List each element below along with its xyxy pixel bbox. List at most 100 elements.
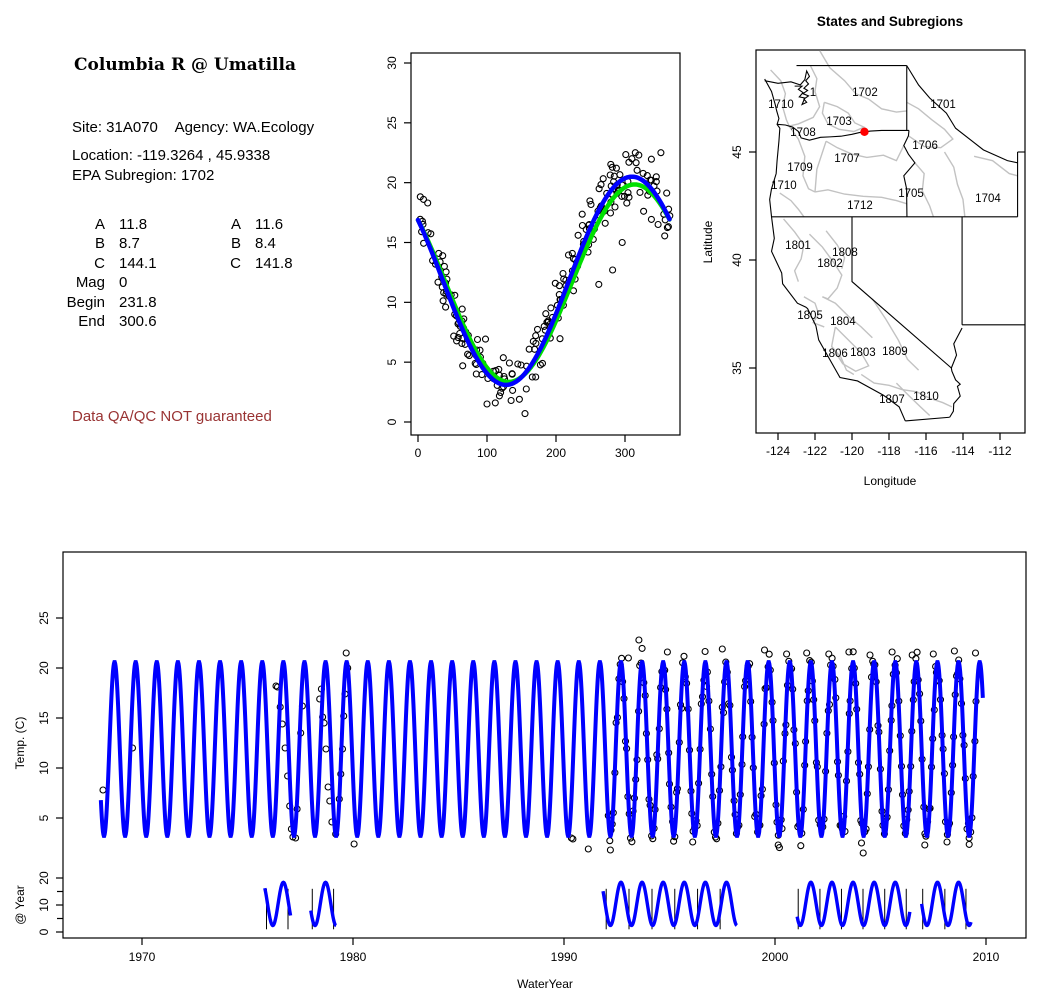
state-boundary xyxy=(949,367,962,418)
row-value2: 11.6 xyxy=(255,216,284,233)
svg-text:0: 0 xyxy=(415,446,422,460)
svg-text:1803: 1803 xyxy=(850,347,876,359)
row-value2 xyxy=(255,274,345,293)
fit_green-curve xyxy=(415,182,672,385)
svg-text:1804: 1804 xyxy=(830,316,856,328)
svg-text:15: 15 xyxy=(385,236,399,250)
subregion-boundary xyxy=(825,140,905,162)
svg-text:1802: 1802 xyxy=(817,258,843,270)
seasonal-scatter xyxy=(416,149,674,418)
svg-text:1809: 1809 xyxy=(882,346,908,358)
map-frame xyxy=(755,49,1026,434)
row-label: C xyxy=(94,254,105,272)
svg-text:40: 40 xyxy=(730,253,744,267)
row-label: Mag xyxy=(75,274,105,292)
svg-text:1970: 1970 xyxy=(129,950,156,964)
svg-text:25: 25 xyxy=(37,611,51,625)
table-row: End 300.6 xyxy=(40,313,345,332)
timeseries-xlabel: WaterYear xyxy=(517,977,573,991)
svg-text:1710: 1710 xyxy=(768,99,794,111)
site-location-dot xyxy=(860,127,869,137)
svg-text:1805: 1805 xyxy=(797,310,823,322)
state-boundary xyxy=(903,130,916,217)
map-ylabel: Latitude xyxy=(701,220,715,263)
svg-text:1980: 1980 xyxy=(340,950,367,964)
state-boundary xyxy=(950,327,963,369)
row-label: B xyxy=(94,235,105,253)
subregion-boundary xyxy=(788,65,821,127)
svg-text:1702: 1702 xyxy=(852,87,878,99)
svg-text:35: 35 xyxy=(730,361,744,375)
svg-text:1705: 1705 xyxy=(898,188,924,200)
svg-text:-118: -118 xyxy=(877,444,900,458)
svg-text:1707: 1707 xyxy=(834,153,860,165)
svg-text:0: 0 xyxy=(385,418,399,425)
timeseries-ylabel-main: Temp. (C) xyxy=(13,717,27,770)
subregion-boundary xyxy=(822,296,873,339)
table-row: Mag 0 xyxy=(40,274,345,293)
subregion-boundary xyxy=(973,155,1018,177)
seasonal-axes: 0 100 200 300 0 5 10 15 20 25 30 xyxy=(385,56,635,460)
row-value2: 8.4 xyxy=(255,235,276,253)
svg-text:1808: 1808 xyxy=(832,247,858,259)
seasonal-fit-plot: 0 100 200 300 0 5 10 15 20 25 30 xyxy=(385,52,681,460)
svg-text:-116: -116 xyxy=(914,444,937,458)
map-title: States and Subregions xyxy=(817,14,963,29)
svg-text:1801: 1801 xyxy=(785,240,811,252)
wateryear-timeseries-plot: 1970 1980 1990 2000 2010 5 10 15 20 25 0 10 20 WaterY… xyxy=(13,551,1027,991)
fit_blue-curve xyxy=(415,174,672,388)
timeseries-ylabel-sub: @ Year xyxy=(13,885,27,925)
row-value: 231.8 xyxy=(119,293,157,311)
svg-text:100: 100 xyxy=(477,446,497,460)
svg-text:1706: 1706 xyxy=(912,140,938,152)
page-title: Columbia R @ Umatilla xyxy=(74,55,296,75)
svg-text:-114: -114 xyxy=(951,444,974,458)
svg-text:1709: 1709 xyxy=(787,162,813,174)
state-boundary xyxy=(905,416,950,422)
state-boundary xyxy=(777,123,909,141)
row-label: End xyxy=(78,312,105,330)
row-value2 xyxy=(255,313,345,332)
svg-text:0: 0 xyxy=(37,928,51,935)
row-label: Begin xyxy=(66,293,105,311)
row-value: 0 xyxy=(119,274,128,292)
svg-text:-124: -124 xyxy=(766,444,790,458)
svg-text:-122: -122 xyxy=(803,444,827,458)
subregion-boundary xyxy=(906,101,954,149)
row-label2 xyxy=(219,313,241,332)
svg-text:1807: 1807 xyxy=(879,394,905,406)
svg-text:1703: 1703 xyxy=(826,116,852,128)
state-boundary xyxy=(794,69,811,106)
subregion-boundary xyxy=(819,50,907,113)
subregion-boundary xyxy=(814,140,827,193)
subregion-boundary xyxy=(943,151,966,217)
table-row: A 11.8 A 11.6 xyxy=(40,216,345,235)
svg-text:200: 200 xyxy=(546,446,566,460)
svg-text:1806: 1806 xyxy=(822,348,848,360)
subregion-boundary xyxy=(779,192,805,218)
site-id: Site: 31A070 xyxy=(72,119,158,136)
row-label2: A xyxy=(230,216,241,233)
state-boundary xyxy=(764,80,801,86)
svg-text:20: 20 xyxy=(37,871,51,885)
svg-text:1: 1 xyxy=(810,87,816,99)
seasonal-plot-area: 0 100 200 300 0 5 10 15 20 25 30 xyxy=(385,52,681,460)
agency: Agency: WA.Ecology xyxy=(174,119,315,136)
row-label2 xyxy=(219,274,241,293)
svg-text:1704: 1704 xyxy=(975,193,1001,205)
row-label2: B xyxy=(230,235,241,253)
svg-text:2010: 2010 xyxy=(973,950,1000,964)
subregion-boundary xyxy=(871,298,920,371)
map-content xyxy=(764,50,1025,422)
svg-text:20: 20 xyxy=(385,176,399,190)
table-row: B 8.7 B 8.4 xyxy=(40,235,345,254)
svg-text:15: 15 xyxy=(37,711,51,725)
svg-text:10: 10 xyxy=(37,761,51,775)
subregion-boundary xyxy=(860,373,953,408)
svg-text:45: 45 xyxy=(730,145,744,159)
row-label2 xyxy=(219,294,241,313)
epa-subregion-line: EPA Subregion: 1702 xyxy=(72,167,215,184)
row-value: 8.7 xyxy=(119,235,140,253)
svg-text:30: 30 xyxy=(385,56,399,70)
svg-text:5: 5 xyxy=(37,814,51,821)
